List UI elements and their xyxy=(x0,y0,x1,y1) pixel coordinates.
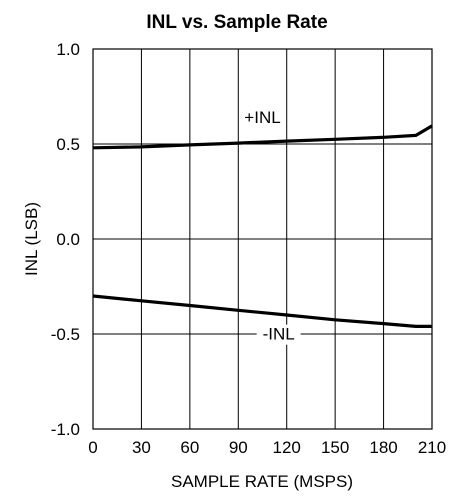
y-tick-label: 1.0 xyxy=(56,40,80,59)
annotation-background xyxy=(240,108,285,129)
series-line-plus-inl xyxy=(92,124,433,150)
annotations: +INL -INL xyxy=(240,108,301,345)
y-axis-ticks: -1.0 -0.5 0.0 0.5 1.0 xyxy=(51,40,80,439)
y-tick-label: 0.0 xyxy=(56,230,80,249)
y-tick-label: -1.0 xyxy=(51,420,80,439)
grid xyxy=(93,49,432,429)
series-group xyxy=(92,124,433,328)
x-tick-label: 30 xyxy=(132,438,151,457)
plot-area-frame xyxy=(92,48,433,430)
y-axis-label: INL (LSB) xyxy=(22,202,41,276)
x-axis-label: SAMPLE RATE (MSPS) xyxy=(171,472,353,491)
x-tick-label: 90 xyxy=(229,438,248,457)
x-tick-label: 180 xyxy=(369,438,397,457)
x-tick-label: 120 xyxy=(273,438,301,457)
chart-title: INL vs. Sample Rate xyxy=(146,12,327,33)
series-line-minus-inl xyxy=(92,294,432,328)
annotation-plus-inl: +INL xyxy=(244,108,280,127)
x-tick-label: 0 xyxy=(88,438,97,457)
annotation-background xyxy=(256,324,301,345)
x-axis-ticks: 0 30 60 90 120 150 180 210 xyxy=(88,438,446,457)
y-tick-label: -0.5 xyxy=(51,325,80,344)
annotation-minus-inl: -INL xyxy=(263,325,295,344)
x-tick-label: 150 xyxy=(321,438,349,457)
x-tick-label: 60 xyxy=(180,438,199,457)
x-tick-label: 210 xyxy=(418,438,446,457)
y-tick-label: 0.5 xyxy=(56,135,80,154)
